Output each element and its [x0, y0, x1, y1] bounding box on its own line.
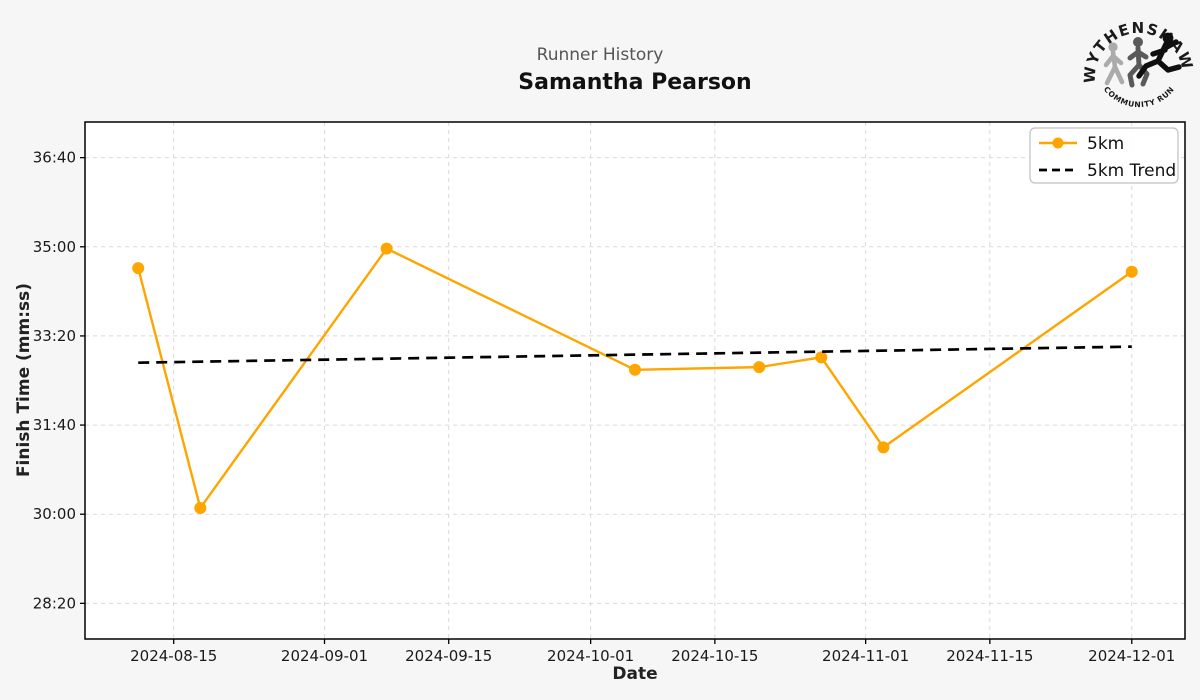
- data-point: [194, 501, 207, 514]
- x-tick-label: 2024-11-01: [822, 647, 909, 665]
- x-axis-label: Date: [612, 664, 658, 684]
- y-tick-label: 36:40: [33, 149, 76, 167]
- legend-label-trend: 5km Trend: [1087, 161, 1176, 181]
- y-tick-label: 31:40: [33, 416, 76, 434]
- y-tick-label: 35:00: [33, 238, 76, 256]
- plot-area: [85, 122, 1185, 639]
- y-tick-label: 30:00: [33, 505, 76, 523]
- data-point: [132, 262, 145, 275]
- chart-title: Samantha Pearson: [518, 70, 752, 95]
- logo-wythenshawe: WYTHENSHAWE COMMUNITY RUN: [1082, 5, 1195, 110]
- x-tick-label: 2024-12-01: [1088, 647, 1175, 665]
- x-tick-label: 2024-09-15: [405, 647, 492, 665]
- x-tick-label: 2024-10-15: [671, 647, 758, 665]
- x-tick-label: 2024-10-01: [547, 647, 634, 665]
- x-tick-label: 2024-11-15: [946, 647, 1033, 665]
- data-point: [629, 363, 641, 376]
- y-tick-label: 33:20: [33, 327, 76, 345]
- data-point: [877, 441, 890, 454]
- series-line-5km: [137, 247, 1133, 510]
- data-point: [1125, 265, 1138, 278]
- trend-line: [138, 345, 1132, 365]
- logo-bottom-text: COMMUNITY RUN: [1102, 85, 1176, 110]
- x-tick-label: 2024-09-01: [281, 647, 368, 665]
- x-tick-label: 2024-08-15: [130, 647, 217, 665]
- legend: 5km 5km Trend: [1029, 127, 1179, 184]
- legend-label-5km: 5km: [1087, 134, 1124, 154]
- legend-marker-5km: [1052, 137, 1064, 149]
- runner-jogger-icon: [1127, 37, 1150, 88]
- data-point: [380, 242, 393, 255]
- chart-suptitle: Runner History: [536, 45, 664, 65]
- y-axis-label: Finish Time (mm:ss): [14, 282, 34, 478]
- runner-walker-icon: [1103, 42, 1125, 86]
- data-point: [753, 361, 766, 374]
- data-point: [815, 351, 828, 364]
- y-tick-label: 28:20: [33, 594, 76, 612]
- grid-layer: 2024-08-15 2024-09-01 2024-09-15 2024-10-01…: [33, 122, 1185, 665]
- plot-border: [84, 121, 1186, 640]
- runner-sprinter-icon: [1136, 32, 1182, 79]
